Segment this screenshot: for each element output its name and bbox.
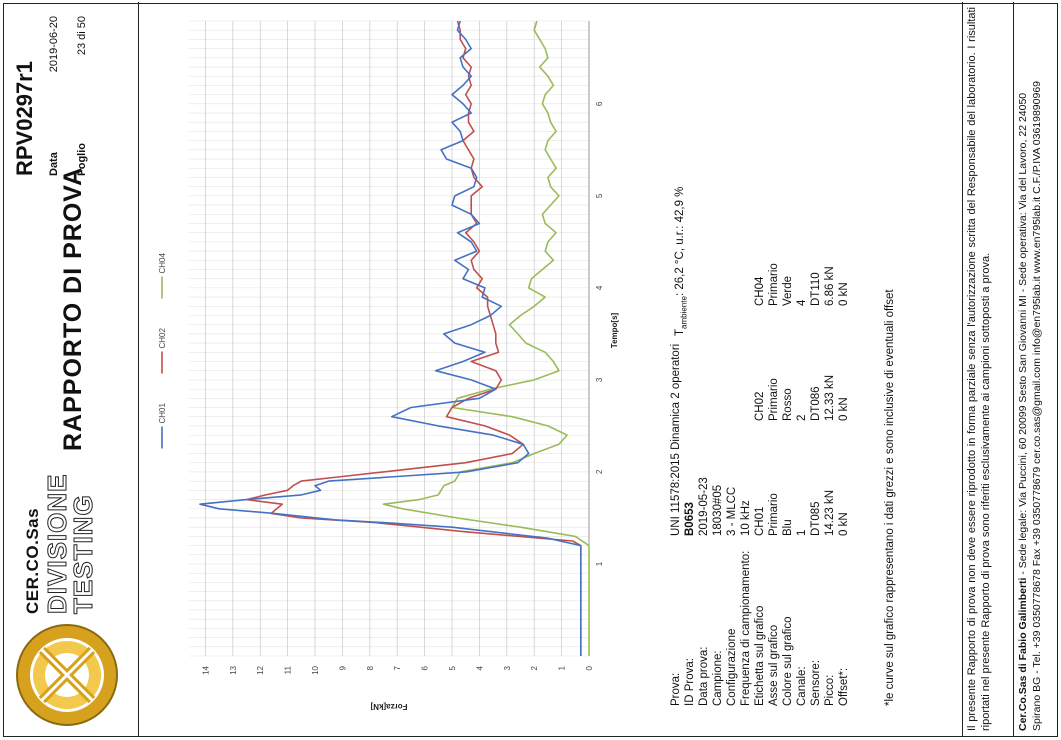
channel-row-label: Picco: [824,674,836,706]
x-tick-label: 1 [595,561,604,566]
address-line2: Spirano BG - Tel. +39 0350778678 Fax +39… [1030,80,1043,731]
y-tick-label: 5 [448,665,457,670]
brand-block: CER.CO.Sas DIVISIONE TESTING [22,464,99,615]
legend-label: CH02 [158,327,167,348]
channel-row-ch01: Primario [768,493,780,536]
channel-row-ch02: 12.33 kN [824,374,836,421]
config-label: Configurazione [726,628,738,706]
channel-row-ch04: CH04 [754,276,766,306]
series-line-ch02 [245,20,582,656]
company-logo [16,624,118,726]
series-line-ch04 [382,20,590,656]
company-name: Cer.Co.Sas di Fabio Galimberti [1017,577,1029,731]
x-axis-label: Tempo[s] [610,312,619,348]
series-line-ch01 [199,20,582,656]
freq-value: 10 kHz [740,500,752,536]
channel-row-ch02: 2 [796,414,808,421]
y-tick-label: 12 [256,665,265,674]
x-tick-label: 3 [595,377,604,382]
campione-label: Campione: [712,650,724,706]
x-tick-label: 6 [595,101,604,106]
report-header: CER.CO.Sas DIVISIONE TESTING RAPPORTO DI… [4,2,139,736]
channel-row-ch04: 6.86 kN [824,266,836,306]
channel-row-ch01: 0 kN [838,512,850,536]
ambient-sub: ambiente [679,296,689,329]
legend-label: CH01 [158,402,167,423]
sheet-label: Foglio [76,143,88,176]
offset-note: *le curve sul grafico rappresentano i da… [884,289,896,706]
channel-row-label: Etichetta sul grafico [754,605,766,706]
y-axis-label: Forza[kN] [370,702,407,711]
y-tick-label: 2 [530,665,539,670]
channel-row-ch04: Verde [782,275,794,306]
y-tick-label: 14 [201,665,210,674]
config-value: 3 - MLCC [726,486,738,536]
channel-row-ch02: Primario [768,378,780,421]
y-tick-label: 8 [366,665,375,670]
channel-row-ch01: Blu [782,519,794,536]
page-frame: CER.CO.Sas DIVISIONE TESTING RAPPORTO DI… [3,2,1058,737]
channel-row-ch02: DT086 [810,386,822,421]
channel-row-ch02: Rosso [782,388,794,421]
brand-name: CER.CO.Sas [23,507,42,614]
channel-row-ch02: 0 kN [838,397,850,421]
channel-row-label: Colore sul grafico [782,616,794,706]
channel-row-ch01: 14.23 kN [824,489,836,536]
x-tick-label: 4 [595,285,604,290]
channel-row-label: Asse sul grafico [768,624,780,706]
y-tick-label: 1 [558,665,567,670]
force-time-chart: 01234567891011121314123456Tempo[s]Forza[… [158,20,619,711]
y-tick-label: 0 [585,665,594,670]
channel-row-ch04: Primario [768,263,780,306]
date-label: Data [48,152,60,176]
ambient-t: T [674,328,686,336]
channel-row-ch01: DT085 [810,501,822,536]
y-tick-label: 9 [338,665,347,670]
x-tick-label: 5 [595,193,604,198]
id-value: B0653 [684,502,696,536]
channel-row-label: Canale: [796,666,808,706]
channel-row-ch04: 0 kN [838,282,850,306]
page-title: RAPPORTO DI PROVA [59,166,87,451]
report-footer: Il presente Rapporto di prova non deve e… [962,2,1056,736]
channel-row-ch02: CH02 [754,391,766,421]
channel-row-ch04: DT110 [810,272,822,306]
freq-label: Frequenza di campionamento: [740,550,752,706]
report-code: RPV0297r1 [12,61,37,176]
prova-label: Prova: [670,672,682,706]
y-tick-label: 11 [284,665,293,674]
channel-row-label: Offset*: [838,667,850,706]
channel-row-label: Sensore: [810,659,822,706]
channel-row-ch01: CH01 [754,506,766,536]
data-prova-label: Data prova: [698,646,710,706]
brand-division: DIVISIONE [42,473,73,614]
y-tick-label: 3 [503,665,512,670]
ambient-conditions: Tambiente: 26,2 °C, u.r.: 42,9 % [674,187,688,336]
ambient-value: : 26,2 °C, u.r.: 42,9 % [674,186,686,297]
company-address: Cer.Co.Sas di Fabio Galimberti - Sede le… [1013,2,1047,736]
legend-label: CH04 [158,252,167,273]
channel-row-ch01: 1 [796,529,808,536]
x-tick-label: 2 [595,469,604,474]
y-tick-label: 7 [393,665,402,670]
address-line1: - Sede legale: Via Puccini, 60 20099 Ses… [1017,92,1029,578]
disclaimer: Il presente Rapporto di prova non deve e… [966,7,992,731]
campione-value: 18030#05 [712,484,724,536]
data-prova-value: 2019-05-23 [698,477,710,536]
id-label: ID Prova: [684,658,696,706]
y-tick-label: 13 [229,665,238,674]
report-sheet: Foglio 23 di 50 [76,16,88,176]
channel-row-ch04: 4 [796,299,808,306]
brand-testing: TESTING [68,494,99,615]
y-tick-label: 6 [421,665,430,670]
sheet-value: 23 di 50 [76,16,88,56]
report-date: Data 2019-06-20 [48,16,60,176]
date-value: 2019-06-20 [48,16,60,73]
y-tick-label: 4 [475,665,484,670]
y-tick-label: 10 [311,665,320,674]
